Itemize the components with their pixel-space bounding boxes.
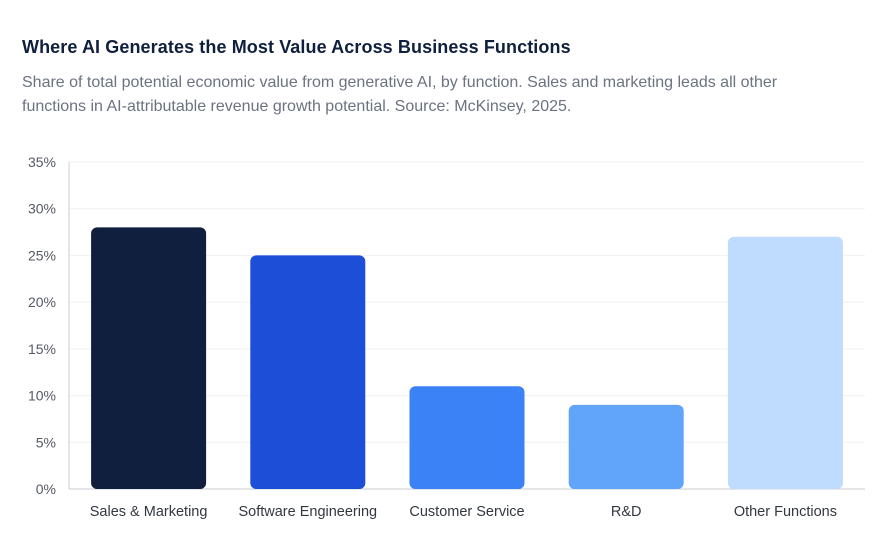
y-tick-label: 35% <box>28 154 56 170</box>
bar <box>91 227 207 489</box>
x-tick-label: R&D <box>611 504 642 520</box>
x-tick-label: Sales & Marketing <box>90 504 208 520</box>
bar <box>568 404 684 489</box>
bar <box>409 386 525 489</box>
bar <box>727 236 843 489</box>
bar <box>250 255 366 489</box>
x-tick-label: Software Engineering <box>238 504 377 520</box>
y-tick-label: 0% <box>36 481 56 497</box>
y-tick-label: 10% <box>28 388 56 404</box>
y-tick-label: 20% <box>28 294 56 310</box>
y-tick-label: 25% <box>28 247 56 263</box>
x-tick-label: Customer Service <box>409 504 524 520</box>
y-tick-label: 30% <box>28 201 56 217</box>
x-tick-label: Other Functions <box>734 504 837 520</box>
y-tick-label: 5% <box>36 434 56 450</box>
chart-title: Where AI Generates the Most Value Across… <box>22 37 571 57</box>
chart-subtitle: Share of total potential economic value … <box>22 74 778 115</box>
y-tick-label: 15% <box>28 341 56 357</box>
